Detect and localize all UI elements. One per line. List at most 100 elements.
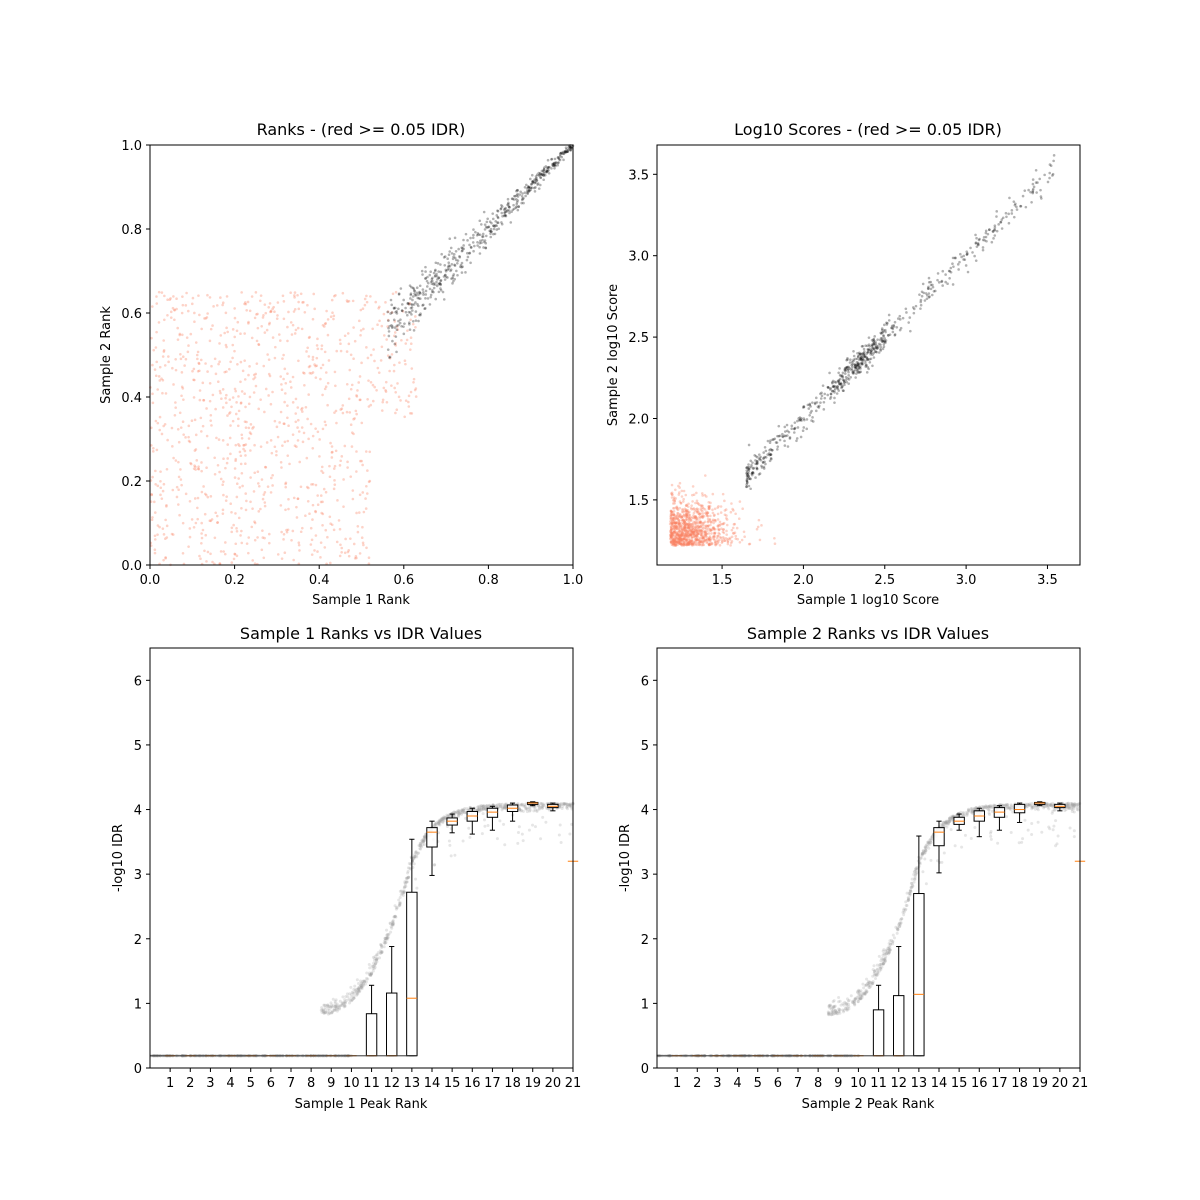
ranks-scatter-point-fail [360,361,363,365]
ranks-scatter-point-fail [174,406,177,409]
sample1-box-y-tick-label: 1 [134,997,142,1012]
ranks-scatter-point-fail [233,552,237,556]
ranks-scatter-point-fail [191,296,195,300]
ranks-scatter-point-pass [391,339,394,343]
sample1-box-point [527,828,531,832]
ranks-scatter-point-fail [170,532,174,536]
sample1-box-point [480,805,484,809]
ranks-scatter-point-pass [413,292,416,295]
ranks-scatter-point-fail [222,480,225,483]
ranks-scatter-point-fail [196,357,199,361]
ranks-scatter-point-fail [206,370,209,373]
log10-scatter-point-fail [682,513,686,517]
ranks-scatter-point-fail [307,393,310,396]
log10-scatter-point-fail [680,539,684,542]
log10-scatter-point-pass [749,487,752,491]
sample1-box-point [365,977,369,981]
ranks-scatter-point-fail [161,355,165,358]
log10-scatter-point-fail [713,540,717,544]
log10-scatter-point-pass [831,385,835,389]
ranks-scatter-point-pass [559,151,563,155]
ranks-scatter-point-fail [323,350,327,354]
sample1-box-point [393,914,397,918]
log10-scatter-point-fail [677,522,681,526]
ranks-scatter-point-fail [243,392,246,396]
log10-scatter-point-fail [700,536,704,539]
log10-scatter-point-pass [843,372,847,375]
log10-scatter-point-fail [705,514,709,518]
sample1-box-point [357,982,361,986]
log10-scatter-point-fail [704,538,707,541]
ranks-scatter-point-pass [424,277,427,280]
ranks-scatter-point-fail [366,469,369,472]
ranks-scatter-point-fail [220,397,223,401]
log10-scatter-x-tick-label: 2.0 [793,573,814,588]
log10-scatter-point-fail [716,524,720,528]
sample2-box-point [832,999,836,1003]
ranks-scatter-point-fail [162,339,165,342]
ranks-scatter-point-fail [245,308,248,312]
ranks-scatter-point-pass [556,161,560,165]
ranks-scatter-point-pass [517,205,520,208]
ranks-scatter-point-fail [294,412,298,415]
ranks-scatter-point-fail [172,383,175,386]
ranks-scatter-point-pass [506,203,509,207]
ranks-scatter-point-fail [308,371,312,375]
log10-scatter-point-fail [669,531,673,535]
ranks-scatter-point-pass [413,289,417,293]
ranks-scatter-point-fail [311,355,315,359]
log10-scatter-point-fail [689,528,693,532]
sample1-box-point [525,810,529,814]
ranks-scatter-point-fail [328,464,331,468]
ranks-scatter-point-pass [406,301,410,305]
log10-scatter-point-fail [689,533,692,537]
ranks-scatter-point-fail [232,557,236,561]
ranks-scatter-point-fail [361,525,364,529]
log10-scatter-point-fail [684,532,688,535]
sample1-box-point [423,838,427,842]
log10-scatter-point-fail [677,493,681,496]
log10-scatter-point-pass [883,323,886,327]
log10-scatter-point-pass [898,314,902,318]
ranks-scatter-point-pass [531,181,535,184]
ranks-scatter-point-pass [539,183,542,187]
log10-scatter-point-pass [1046,180,1050,184]
ranks-scatter-point-fail [310,538,314,542]
ranks-scatter-point-fail [301,301,304,304]
ranks-scatter-point-pass [562,152,566,156]
log10-scatter-point-pass [802,426,806,429]
ranks-scatter-point-pass [435,280,438,284]
ranks-scatter-point-fail [338,527,342,531]
ranks-scatter-point-fail [367,405,371,408]
ranks-scatter-point-fail [151,401,155,405]
log10-scatter-point-fail [691,485,695,488]
ranks-scatter-point-pass [408,328,412,331]
ranks-scatter-point-pass [565,148,568,151]
ranks-scatter-point-pass [432,283,435,286]
log10-scatter-point-fail [679,524,682,528]
ranks-scatter-point-fail [293,294,296,297]
ranks-scatter-point-fail [156,484,160,488]
ranks-scatter-point-fail [347,549,351,552]
ranks-scatter-point-fail [283,400,286,404]
ranks-scatter-point-pass [543,173,547,177]
ranks-scatter-point-fail [230,526,234,530]
log10-scatter-point-fail [707,532,711,535]
log10-scatter-point-fail [686,543,689,546]
ranks-scatter-point-fail [356,530,360,534]
ranks-scatter-point-fail [304,405,308,409]
ranks-scatter-point-fail [314,509,317,513]
ranks-scatter-point-fail [353,557,357,560]
ranks-scatter-point-fail [235,529,239,533]
log10-scatter-point-fail [705,495,708,498]
ranks-scatter-point-fail [358,552,362,555]
ranks-scatter-point-pass [528,186,532,190]
log10-scatter-point-pass [848,361,852,364]
ranks-scatter-point-fail [235,495,239,499]
ranks-scatter-point-fail [195,459,199,462]
ranks-scatter-point-fail [218,360,221,364]
log10-scatter-point-pass [785,423,789,427]
log10-scatter-point-pass [925,297,929,301]
ranks-scatter-point-fail [236,362,239,366]
log10-scatter-point-pass [995,215,998,218]
